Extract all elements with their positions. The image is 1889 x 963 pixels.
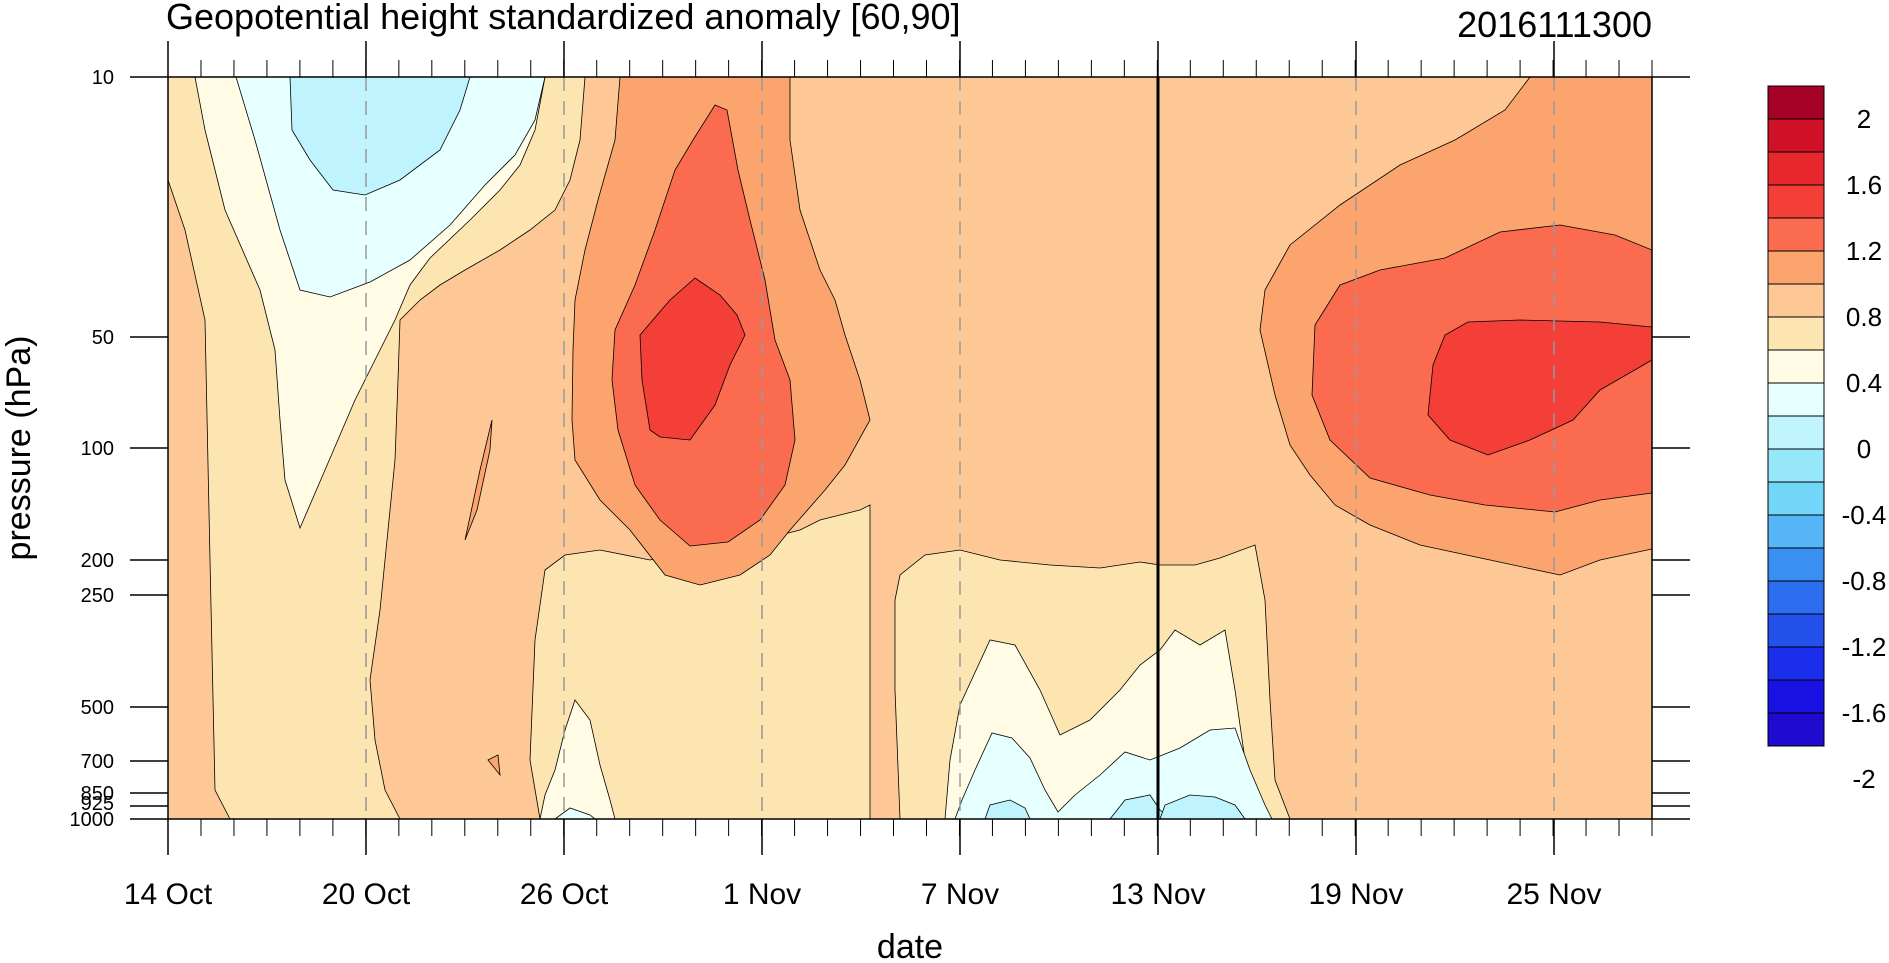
colorbar-box [1767, 217, 1825, 252]
x-tick-label: 26 Oct [520, 878, 609, 911]
colorbar-box [1767, 415, 1825, 450]
colorbar-box [1767, 184, 1825, 219]
date-gridlines [365, 77, 1555, 819]
colorbar-box [1767, 151, 1825, 186]
colorbar-label: 2 [1857, 104, 1871, 134]
colorbar-box [1767, 349, 1825, 384]
y-tick-label: 200 [81, 550, 114, 572]
colorbar-label: 1.6 [1846, 170, 1882, 200]
colorbar-box [1767, 481, 1825, 516]
colorbar-label: -1.6 [1842, 698, 1887, 728]
contour-region [1159, 794, 1246, 819]
colorbar-box [1767, 250, 1825, 285]
contour-region [487, 754, 501, 777]
y-axis-title: pressure (hPa) [0, 336, 38, 561]
x-tick-label: 20 Oct [322, 878, 411, 911]
colorbar-box [1767, 547, 1825, 582]
y-tick-label: 250 [81, 585, 114, 607]
colorbar [1767, 85, 1825, 747]
x-tick-label: 1 Nov [723, 878, 801, 911]
contour-region [1109, 794, 1171, 819]
contour-region [984, 799, 1031, 819]
contour-region [639, 277, 746, 441]
colorbar-label: 0.8 [1846, 302, 1882, 332]
colorbar-label: -1.2 [1842, 632, 1887, 662]
chart-subtitle: 2016111300 [1457, 4, 1652, 45]
colorbar-box [1767, 712, 1825, 747]
colorbar-label: 0.4 [1846, 368, 1882, 398]
y-major-ticks [130, 76, 1690, 820]
x-axis-title: date [877, 928, 943, 963]
x-tick-label: 25 Nov [1506, 878, 1601, 911]
colorbar-box [1767, 85, 1825, 120]
colorbar-label: -0.4 [1842, 500, 1887, 530]
x-tick-label: 14 Oct [124, 878, 213, 911]
y-tick-label: 100 [81, 438, 114, 460]
x-tick-label: 7 Nov [921, 878, 999, 911]
contour-region [1427, 319, 1652, 456]
colorbar-label: -0.8 [1842, 566, 1887, 596]
colorbar-label: 1.2 [1846, 236, 1882, 266]
colorbar-box [1767, 580, 1825, 615]
contour-region [554, 807, 596, 819]
colorbar-box [1767, 646, 1825, 681]
contour-region [539, 699, 616, 819]
contour-region [289, 77, 471, 196]
x-major-ticks [167, 41, 1555, 855]
y-tick-label: 925 [81, 793, 114, 815]
y-tick-label: 700 [81, 751, 114, 773]
y-tick-label: 500 [81, 697, 114, 719]
colorbar-box [1767, 448, 1825, 483]
colorbar-box [1767, 382, 1825, 417]
colorbar-label: 0 [1857, 434, 1871, 464]
colorbar-box [1767, 679, 1825, 714]
y-tick-label: 850 [81, 783, 114, 805]
x-tick-label: 19 Nov [1308, 878, 1403, 911]
chart-title: Geopotential height standardized anomaly… [166, 0, 961, 37]
contour-region [464, 419, 493, 541]
colorbar-box [1767, 514, 1825, 549]
colorbar-label: -2 [1852, 764, 1875, 794]
colorbar-box [1767, 613, 1825, 648]
colorbar-box [1767, 283, 1825, 318]
colorbar-box [1767, 316, 1825, 351]
y-tick-label: 50 [92, 327, 114, 349]
y-tick-label: 10 [92, 67, 114, 89]
y-tick-label: 1000 [70, 809, 115, 831]
colorbar-box [1767, 118, 1825, 153]
contour-field [168, 77, 1652, 819]
x-tick-label: 13 Nov [1110, 878, 1205, 911]
